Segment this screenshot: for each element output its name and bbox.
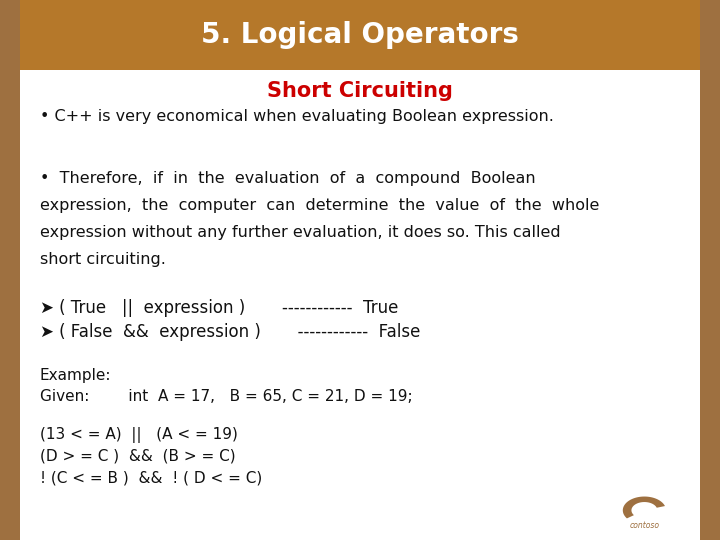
Bar	[20, 0, 700, 70]
Polygon shape	[623, 497, 665, 518]
Bar	[0, 0, 20, 540]
Text: •  Therefore,  if  in  the  evaluation  of  a  compound  Boolean: • Therefore, if in the evaluation of a c…	[40, 171, 535, 186]
Text: expression without any further evaluation, it does so. This called: expression without any further evaluatio…	[40, 225, 560, 240]
Text: (D > = C )  &&  (B > = C): (D > = C ) && (B > = C)	[40, 449, 235, 464]
Bar	[700, 0, 720, 540]
Text: ! (C < = B )  &&  ! ( D < = C): ! (C < = B ) && ! ( D < = C)	[40, 470, 262, 485]
Text: Example:: Example:	[40, 368, 111, 383]
Text: Given:        int  A = 17,   B = 65, C = 21, D = 19;: Given: int A = 17, B = 65, C = 21, D = 1…	[40, 389, 413, 404]
Text: Short Circuiting: Short Circuiting	[267, 80, 453, 101]
Text: expression,  the  computer  can  determine  the  value  of  the  whole: expression, the computer can determine t…	[40, 198, 599, 213]
Text: contoso: contoso	[629, 521, 660, 530]
Text: ➤ ( False  &&  expression )       ------------  False: ➤ ( False && expression ) ------------ F…	[40, 323, 420, 341]
Text: • C++ is very economical when evaluating Boolean expression.: • C++ is very economical when evaluating…	[40, 109, 554, 124]
Text: (13 < = A)  ||   (A < = 19): (13 < = A) || (A < = 19)	[40, 427, 238, 443]
Text: ➤ ( True   ||  expression )       ------------  True: ➤ ( True || expression ) ------------ Tr…	[40, 299, 398, 317]
Text: short circuiting.: short circuiting.	[40, 252, 166, 267]
Text: 5. Logical Operators: 5. Logical Operators	[201, 21, 519, 49]
